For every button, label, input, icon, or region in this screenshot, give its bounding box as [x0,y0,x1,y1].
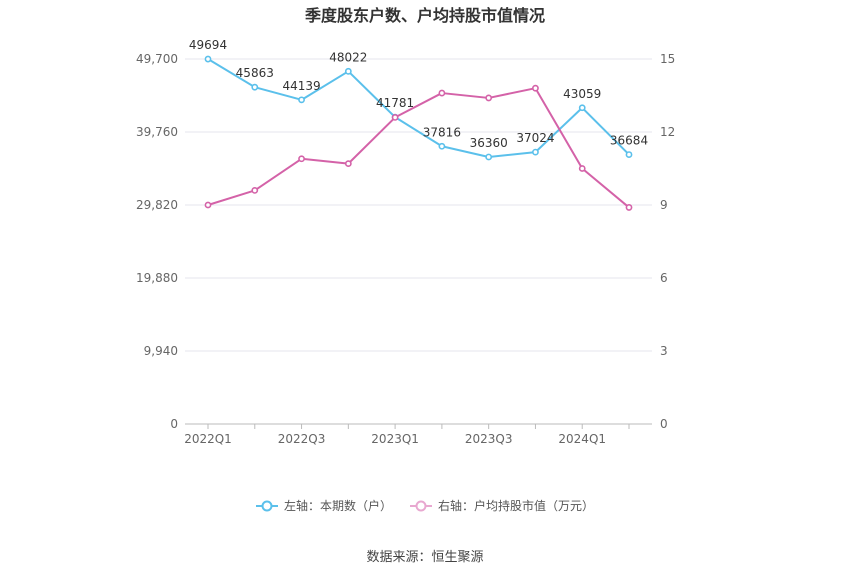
right-series-point [298,155,305,163]
legend-label-left-series: 左轴：本期数（户） [283,499,392,513]
right-axis-tick-label: 9 [660,198,668,212]
data-label: 37024 [516,131,554,145]
legend: 左轴：本期数（户） 右轴：户均持股市值（万元） [0,497,850,514]
legend-item-left-series[interactable]: 左轴：本期数（户） [255,497,392,514]
left-series-point [298,96,305,104]
left-series-point [578,104,586,112]
right-series-line [207,87,630,209]
data-label: 49694 [189,38,227,52]
x-axis-tick-label: 2023Q1 [371,432,419,446]
x-axis-tick-label: 2022Q3 [278,432,326,446]
legend-line-marker-icon [255,500,278,511]
left-series-point [485,153,493,161]
grid-lines [185,58,652,425]
left-series-point [344,67,352,75]
data-label: 37816 [423,125,461,139]
left-series-point [204,55,212,63]
left-axis-tick-label: 49,700 [136,52,178,66]
left-series-point [438,142,446,150]
x-axis-ticks: 2022Q1 2022Q3 2023Q1 2023Q3 2024Q1 [184,424,630,446]
series-layer [204,55,633,211]
right-series-point [625,204,633,211]
right-series-point [204,201,212,209]
data-label: 48022 [329,50,367,64]
data-label: 36684 [610,134,648,148]
right-axis-tick-label: 3 [660,344,668,358]
chart-title: 季度股东户数、户均持股市值情况 [304,6,545,25]
x-axis-tick-label: 2023Q3 [465,432,513,446]
left-series-point [251,83,259,91]
data-labels: 49694 45863 44139 48022 41781 37816 36360 37024… [189,38,648,150]
right-series-point [485,94,493,102]
legend-line-marker-icon [410,500,432,511]
left-axis-tick-label: 39,760 [136,125,178,139]
legend-item-right-series[interactable]: 右轴：户均持股市值（万元） [410,497,594,514]
left-axis-tick-label: 29,820 [136,198,178,212]
right-series-point [391,114,399,121]
data-label: 41781 [376,96,414,110]
left-series-point [532,148,539,156]
right-series-point [344,160,352,168]
legend-label-right-series: 右轴：户均持股市值（万元） [438,499,595,513]
right-series-point [251,186,259,194]
right-axis-tick-label: 0 [660,417,668,431]
right-series-point [578,165,586,172]
data-label: 44139 [282,79,320,93]
right-axis-tick-label: 15 [660,52,675,66]
data-source: 数据来源：恒生聚源 [366,550,484,565]
right-axis-tick-label: 6 [660,271,668,285]
left-axis-ticks: 0 9,940 19,880 29,820 39,760 49,700 [136,52,178,431]
right-series-point [532,84,539,92]
x-axis-tick-label: 2022Q1 [184,432,232,446]
data-label: 43059 [563,87,601,101]
left-axis-tick-label: 19,880 [136,271,178,285]
data-label: 36360 [470,136,508,150]
x-axis-tick-label: 2024Q1 [558,432,606,446]
left-axis-tick-label: 0 [170,417,178,431]
left-axis-tick-label: 9,940 [144,344,178,358]
right-series-point [438,89,446,97]
data-label: 45863 [236,66,274,80]
left-series-point [625,151,633,158]
right-axis-tick-label: 12 [660,125,675,139]
right-axis-ticks: 0 3 6 9 12 15 [660,52,675,431]
